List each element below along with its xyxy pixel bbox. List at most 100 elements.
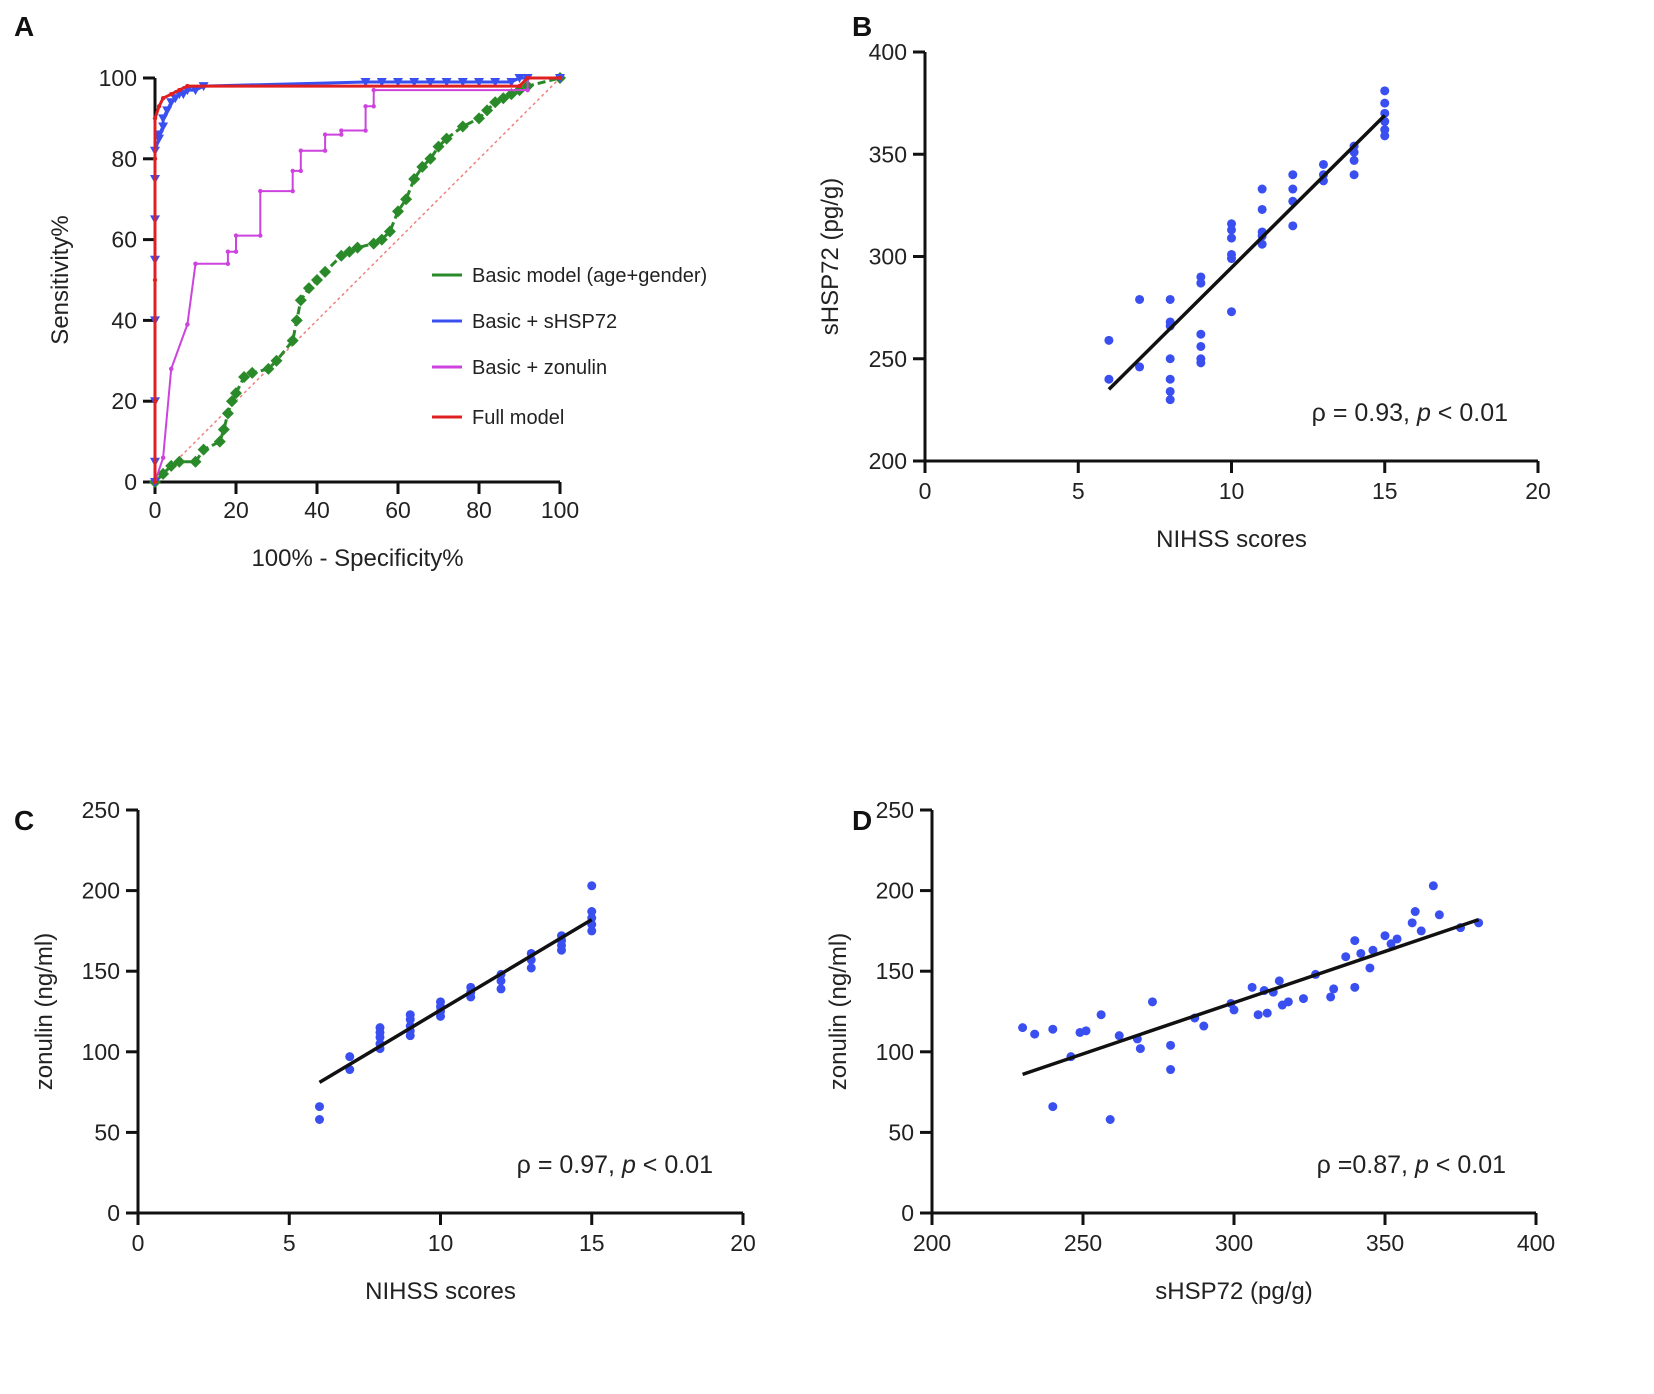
x-tick-label: 60 bbox=[385, 497, 411, 523]
data-point bbox=[1380, 86, 1390, 96]
y-tick-label: 100 bbox=[82, 1039, 120, 1065]
y-tick-label: 150 bbox=[82, 958, 120, 984]
data-point bbox=[1410, 907, 1420, 917]
series-4-point bbox=[517, 83, 522, 89]
series-2-point bbox=[178, 90, 189, 100]
series-4-point bbox=[152, 116, 158, 121]
series-1-point bbox=[416, 160, 429, 173]
correlation-annotation: ρ = 0.97, p < 0.01 bbox=[517, 1151, 713, 1179]
y-axis-label: Sensitivity% bbox=[47, 215, 74, 344]
data-point bbox=[1227, 254, 1236, 264]
series-1-point bbox=[290, 314, 303, 327]
correlation-annotation: ρ =0.87, p < 0.01 bbox=[1317, 1151, 1506, 1179]
x-tick-label: 350 bbox=[1366, 1230, 1404, 1256]
y-tick-label: 200 bbox=[82, 878, 120, 904]
series-1-point bbox=[505, 88, 518, 101]
series-1-point bbox=[197, 443, 210, 456]
y-axis-label: zonulin (ng/ml) bbox=[31, 933, 58, 1090]
series-3-point bbox=[193, 261, 198, 267]
data-point bbox=[1114, 1031, 1124, 1041]
series-1-point bbox=[343, 245, 356, 258]
x-tick-label: 0 bbox=[132, 1230, 145, 1256]
data-point bbox=[1081, 1026, 1091, 1036]
regression-line bbox=[318, 918, 593, 1084]
series-1-point bbox=[383, 225, 396, 238]
data-point bbox=[587, 907, 597, 917]
series-1-point bbox=[238, 370, 251, 383]
series-2-point bbox=[474, 78, 484, 88]
y-axis-label: sHSP72 (pg/g) bbox=[817, 178, 844, 335]
data-point bbox=[1257, 239, 1267, 249]
data-point bbox=[1329, 984, 1339, 994]
data-point bbox=[1048, 1024, 1058, 1034]
series-1-point bbox=[375, 233, 388, 246]
data-point bbox=[1104, 374, 1114, 384]
series-1-point bbox=[189, 455, 202, 468]
series-3-point bbox=[298, 148, 303, 153]
y-tick-label: 60 bbox=[111, 227, 137, 253]
series-1-point bbox=[497, 92, 510, 105]
x-tick-label: 10 bbox=[428, 1230, 454, 1256]
annotation-space bbox=[1431, 399, 1438, 427]
panel-label-c: C bbox=[14, 805, 34, 836]
panel-b-scatter-chart: 200 250 300 350 400 0 5 10 15 20 NIHSS scores sHSP7… bbox=[817, 39, 1551, 553]
y-tick-label: 40 bbox=[111, 307, 137, 333]
y-tick-label: 0 bbox=[107, 1200, 120, 1226]
annotation-space bbox=[1429, 1151, 1436, 1179]
p-symbol: p bbox=[1416, 399, 1431, 427]
data-point bbox=[1349, 155, 1359, 165]
data-point bbox=[1380, 131, 1390, 141]
x-tick-label: 250 bbox=[1064, 1230, 1102, 1256]
y-tick-label: 400 bbox=[869, 39, 907, 65]
x-axis-label: sHSP72 (pg/g) bbox=[1155, 1278, 1312, 1305]
data-point bbox=[1196, 341, 1206, 351]
series-3-point bbox=[233, 233, 239, 238]
data-point bbox=[375, 1032, 385, 1042]
series-1-point bbox=[270, 354, 283, 367]
data-point bbox=[1368, 945, 1378, 955]
y-axis-label: zonulin (ng/ml) bbox=[825, 933, 852, 1090]
data-point bbox=[1147, 997, 1157, 1007]
legend-label-1: Basic model (age+gender) bbox=[472, 265, 707, 287]
data-point bbox=[587, 926, 597, 936]
series-3-point bbox=[160, 455, 166, 460]
panel-c-scatter-chart: 0 50 100 150 200 250 0 5 10 15 20 NIHSS scores zonul… bbox=[31, 797, 756, 1305]
data-point bbox=[1283, 997, 1293, 1007]
series-3-point bbox=[363, 128, 368, 133]
series-3-point bbox=[363, 104, 368, 109]
data-point bbox=[1165, 354, 1175, 364]
data-point bbox=[1165, 386, 1175, 396]
y-tick-label: 0 bbox=[901, 1200, 914, 1226]
series-3-point bbox=[525, 87, 530, 93]
series-3-point bbox=[322, 148, 328, 153]
series-3-point bbox=[322, 132, 328, 137]
series-2-point bbox=[457, 78, 468, 88]
series-2-point bbox=[158, 114, 169, 124]
legend-label-3: Basic + zonulin bbox=[472, 357, 607, 379]
regression-line bbox=[1107, 114, 1386, 391]
series-3-point bbox=[233, 249, 239, 254]
series-1-point bbox=[456, 120, 469, 133]
data-point bbox=[1392, 934, 1402, 944]
data-point bbox=[405, 1015, 415, 1025]
p-value-text: < 0.01 bbox=[1438, 399, 1508, 427]
p-symbol: p bbox=[621, 1151, 636, 1179]
series-2-point bbox=[154, 130, 165, 140]
x-axis-label: NIHSS scores bbox=[1156, 526, 1307, 553]
data-point bbox=[1166, 1040, 1176, 1050]
data-point bbox=[1105, 1115, 1115, 1125]
panel-label-b: B bbox=[852, 11, 872, 42]
series-1-point bbox=[230, 387, 242, 400]
y-tick-label: 250 bbox=[876, 797, 914, 823]
y-tick-label: 50 bbox=[94, 1119, 120, 1145]
y-tick-label: 50 bbox=[888, 1119, 914, 1145]
series-1-point bbox=[246, 366, 259, 379]
data-point bbox=[405, 1031, 415, 1041]
series-1-point bbox=[302, 282, 315, 295]
data-point bbox=[1165, 374, 1175, 384]
series-4-point bbox=[156, 104, 162, 109]
data-point bbox=[1326, 992, 1336, 1002]
series-1-point bbox=[489, 96, 502, 109]
data-point bbox=[1166, 1065, 1176, 1075]
series-3-point bbox=[169, 366, 174, 372]
